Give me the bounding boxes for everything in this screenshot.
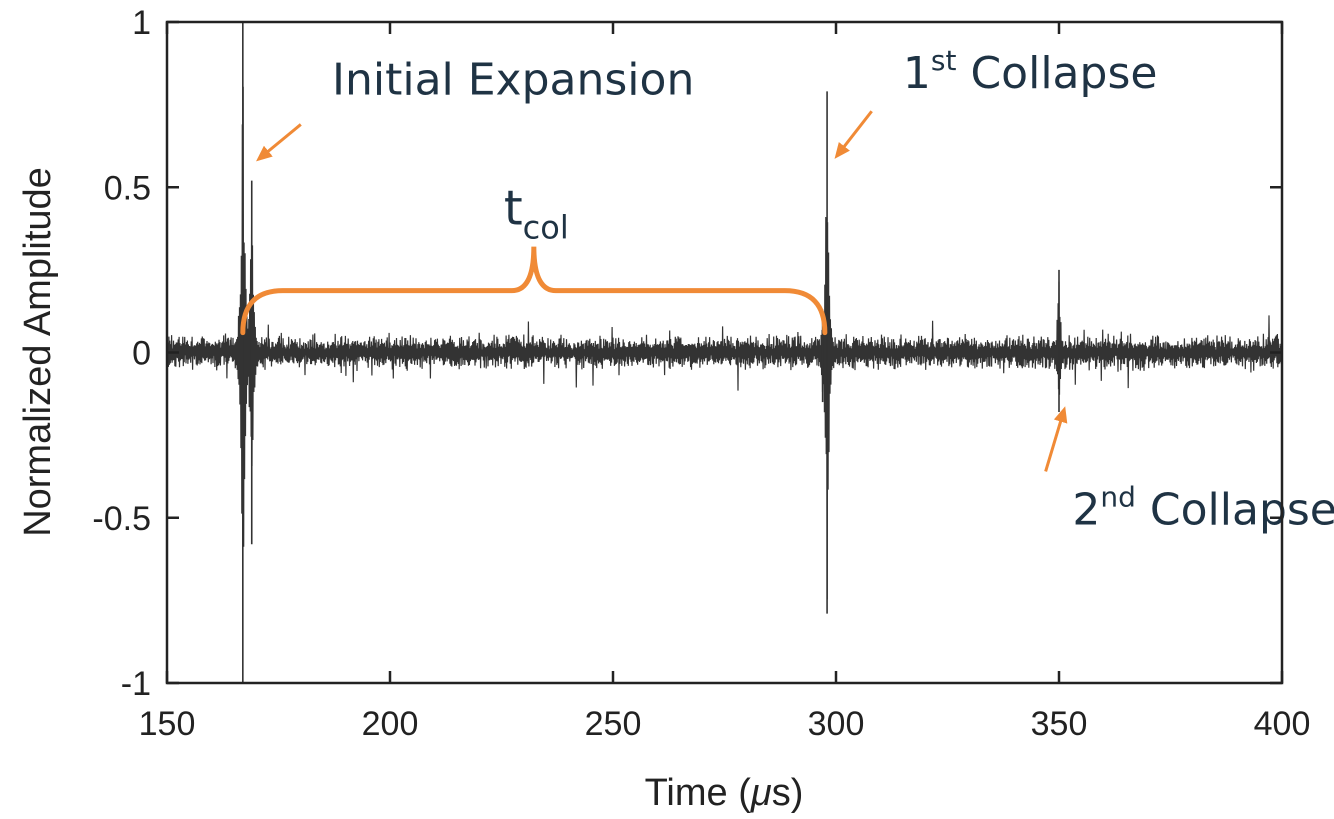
x-tick-label: 200 <box>362 705 419 743</box>
x-tick-label: 250 <box>585 705 642 743</box>
annotation-arrow-second <box>1044 406 1068 472</box>
tcol-label: tcol <box>504 181 569 247</box>
brace-layer: tcol <box>240 181 828 336</box>
x-tick-label: 350 <box>1031 705 1088 743</box>
tcol-brace <box>240 246 828 336</box>
annotation-arrow-initial <box>256 123 302 162</box>
annotation-label-first: 1st Collapse <box>903 44 1158 99</box>
x-axis-title-post: s) <box>772 772 804 814</box>
y-tick-label: -0.5 <box>92 500 151 538</box>
annotation-arrow-first <box>834 110 873 159</box>
annotation-layer: Initial Expansion 1st Collapse 2nd Collaps… <box>256 44 1334 535</box>
annotation-label-initial: Initial Expansion <box>332 55 694 106</box>
axis-layer: 150 200 250 300 350 400 -1 -0.5 0 0.5 1 <box>92 4 1310 743</box>
x-axis-title-mu: μ <box>750 772 772 814</box>
x-axis-title: Time (μs) <box>645 772 804 814</box>
signal-layer <box>166 22 1283 683</box>
signal-trace <box>166 86 1283 630</box>
annotation-label-second: 2nd Collapse <box>1072 480 1334 535</box>
y-axis-title: Normalized Amplitude <box>17 167 59 537</box>
x-tick-label: 300 <box>808 705 865 743</box>
y-tick-label: -1 <box>121 665 151 703</box>
y-tick-label: 1 <box>132 4 151 42</box>
x-tick-label: 400 <box>1254 705 1311 743</box>
x-tick-label: 150 <box>139 705 196 743</box>
y-tick-label: 0 <box>132 335 151 373</box>
y-tick-label: 0.5 <box>104 169 151 207</box>
x-axis-title-pre: Time ( <box>645 772 752 814</box>
